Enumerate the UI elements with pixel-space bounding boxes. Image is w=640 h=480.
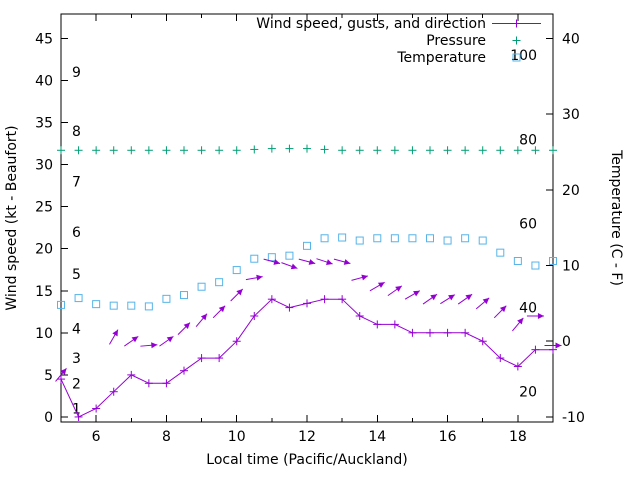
svg-text:14: 14 — [368, 429, 386, 445]
svg-text:8: 8 — [72, 124, 81, 140]
legend-label-pressure: Pressure — [426, 33, 486, 49]
svg-text:40: 40 — [35, 73, 53, 89]
svg-text:10: 10 — [35, 326, 53, 342]
svg-text:10: 10 — [562, 259, 580, 275]
legend-entry-temperature: Temperature — [396, 50, 521, 66]
legend-label-temperature: Temperature — [396, 50, 486, 66]
temperature-series — [57, 233, 557, 311]
y-right-axis-title: Temperature (C - F) — [608, 149, 624, 286]
svg-text:6: 6 — [92, 429, 101, 445]
svg-text:3: 3 — [72, 351, 81, 367]
svg-text:20: 20 — [519, 385, 537, 401]
legend-entry-wind: Wind speed, gusts, and direction — [256, 16, 541, 32]
svg-text:9: 9 — [72, 65, 81, 81]
y-left-ticks — [61, 37, 68, 418]
svg-text:10: 10 — [228, 429, 246, 445]
svg-text:16: 16 — [439, 429, 457, 445]
plot-border — [60, 13, 554, 423]
svg-text:4: 4 — [72, 322, 81, 338]
svg-text:30: 30 — [35, 158, 53, 174]
legend: Wind speed, gusts, and direction Pressur… — [256, 16, 541, 66]
svg-text:12: 12 — [298, 429, 316, 445]
y-left-tick-labels: 0 5 10 15 20 25 30 35 40 45 — [35, 31, 53, 426]
svg-text:1: 1 — [72, 402, 81, 418]
svg-text:60: 60 — [519, 216, 537, 232]
svg-text:5: 5 — [72, 267, 81, 283]
svg-text:25: 25 — [35, 200, 53, 216]
legend-sample-wind — [492, 19, 541, 28]
gust-arrow-series — [55, 258, 562, 382]
svg-text:20: 20 — [562, 183, 580, 199]
svg-text:0: 0 — [44, 410, 53, 426]
legend-label-wind: Wind speed, gusts, and direction — [256, 16, 486, 32]
fahrenheit-scale-labels: 20 40 60 80 100 — [510, 48, 537, 400]
wind-speed-series — [57, 295, 557, 421]
svg-text:7: 7 — [72, 174, 81, 190]
svg-text:0: 0 — [562, 334, 571, 350]
x-axis-ticks — [95, 14, 519, 422]
legend-sample-temperature — [512, 53, 521, 62]
y-right-tick-labels: -10 0 10 20 30 40 — [562, 31, 585, 426]
x-axis-title: Local time (Pacific/Auckland) — [206, 452, 407, 468]
pressure-series — [57, 144, 557, 155]
svg-text:40: 40 — [519, 301, 537, 317]
svg-text:2: 2 — [72, 376, 81, 392]
svg-text:35: 35 — [35, 116, 53, 132]
svg-text:80: 80 — [519, 132, 537, 148]
y-left-axis-title: Wind speed (kt - Beaufort) — [4, 125, 20, 310]
svg-text:-10: -10 — [562, 410, 585, 426]
svg-text:15: 15 — [35, 284, 53, 300]
svg-text:8: 8 — [162, 429, 171, 445]
svg-text:5: 5 — [44, 368, 53, 384]
svg-text:6: 6 — [72, 225, 81, 241]
svg-text:40: 40 — [562, 31, 580, 47]
svg-text:18: 18 — [509, 429, 527, 445]
legend-entry-pressure: Pressure — [426, 33, 521, 49]
svg-text:30: 30 — [562, 107, 580, 123]
svg-text:20: 20 — [35, 242, 53, 258]
svg-text:100: 100 — [510, 48, 537, 64]
svg-text:45: 45 — [35, 31, 53, 47]
y-right-ticks — [546, 37, 553, 418]
beaufort-scale-labels: 1 2 3 4 5 6 7 8 9 — [72, 65, 81, 417]
legend-sample-pressure — [512, 36, 521, 45]
x-axis-tick-labels: 6 8 10 12 14 16 18 — [92, 429, 527, 445]
